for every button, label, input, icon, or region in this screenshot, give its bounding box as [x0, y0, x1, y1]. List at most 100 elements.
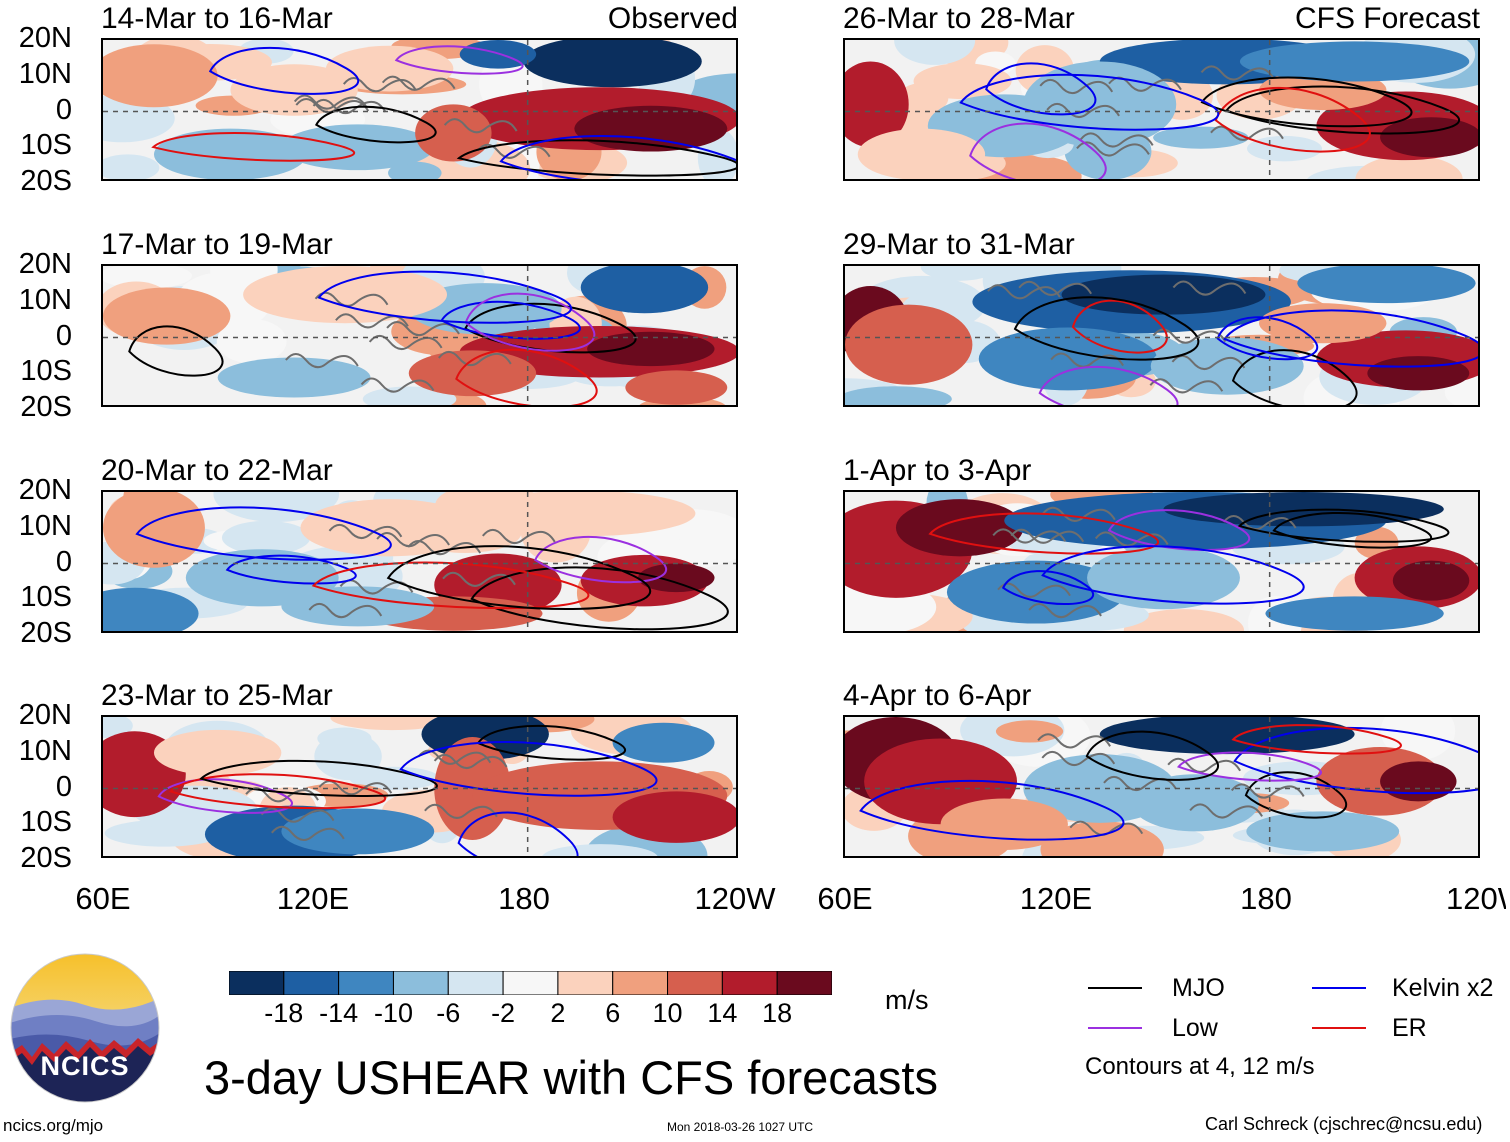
shear-anomaly: [415, 104, 492, 162]
panel-title: 29-Mar to 31-Mar: [843, 228, 1075, 261]
shear-anomaly: [523, 40, 702, 88]
shear-anomaly: [1380, 117, 1478, 158]
shear-patch: [216, 319, 287, 364]
colorbar-swatch: [557, 970, 614, 996]
shear-patch: [330, 717, 454, 731]
coastline: [260, 807, 335, 823]
y-tick-label: 0: [55, 771, 72, 803]
y-tick-label: 20S: [20, 391, 72, 423]
x-tick-left-120E: 120E: [276, 881, 350, 916]
mjo-contour: [1244, 771, 1348, 819]
coastline: [1018, 280, 1092, 296]
colorbar-label: -18: [264, 998, 304, 1028]
y-tick-label: 20S: [20, 165, 72, 197]
colorbar-swatch: [283, 970, 340, 996]
coastline: [318, 780, 393, 796]
timestamp: Mon 2018-03-26 1027 UTC: [667, 1120, 814, 1134]
shear-anomaly: [466, 492, 696, 537]
coastline: [1037, 733, 1111, 749]
mjo-contour: [1200, 76, 1413, 128]
y-tick-label: 20N: [18, 248, 72, 280]
shear-anomaly: [1061, 274, 1266, 315]
colorbar-swatch: [228, 970, 285, 996]
low-contour: [1038, 365, 1179, 405]
x-tick-left-180: 180: [498, 881, 550, 916]
coastline: [1010, 528, 1085, 544]
colorbar-label: 2: [550, 998, 566, 1028]
low-contour: [533, 535, 667, 584]
colorbar-label: 18: [762, 998, 793, 1028]
kelvin-contour: [1223, 309, 1478, 368]
coastline: [1094, 531, 1169, 547]
mjo-contour: [1272, 511, 1432, 549]
coastline: [997, 582, 1071, 598]
x-tick-right-120E: 120E: [1019, 881, 1093, 916]
shear-anomaly: [243, 266, 447, 324]
shear-anomaly: [217, 357, 371, 398]
coastline: [376, 531, 450, 548]
y-tick-label: 10N: [18, 284, 72, 316]
coastline: [987, 284, 1061, 300]
y-tick-label: 0: [55, 94, 72, 126]
shear-anomaly: [153, 729, 282, 776]
legend-swatch-er: [1312, 1027, 1366, 1029]
shear-anomaly: [1163, 492, 1444, 527]
map-panel-obs-4: [101, 715, 738, 858]
coastline: [992, 528, 1067, 544]
low-contour: [969, 122, 1107, 179]
units-label: m/s: [885, 985, 929, 1015]
kelvin-contour: [208, 46, 360, 95]
x-tick-left-120W: 120W: [694, 881, 776, 916]
colorbar-swatches: [228, 970, 833, 996]
y-tick-label: 10S: [20, 129, 72, 161]
x-tick-right-180: 180: [1240, 881, 1292, 916]
shear-anomaly: [1380, 761, 1457, 802]
coastline: [1172, 280, 1247, 296]
er-contour: [151, 132, 356, 162]
ushear-field: [103, 492, 736, 631]
kelvin-contour: [440, 300, 581, 340]
shear-patch: [213, 492, 340, 523]
er-contour: [455, 348, 598, 405]
shear-anomaly: [103, 287, 231, 345]
shear-anomaly: [940, 798, 1068, 850]
kelvin-contour: [399, 741, 658, 797]
mjo-contour: [456, 139, 736, 177]
colorbar-swatch: [392, 970, 449, 996]
kelvin-contour: [1001, 570, 1095, 606]
shear-anomaly: [978, 327, 1158, 391]
y-tick-label: 10N: [18, 510, 72, 542]
shear-anomaly: [230, 64, 358, 116]
colorbar-label: -6: [436, 998, 461, 1028]
colorbar-swatch: [776, 970, 833, 996]
legend-label-low: Low: [1172, 1014, 1218, 1042]
author-credit: Carl Schreck (cjschrec@ncsu.edu): [1205, 1114, 1483, 1134]
coastline: [271, 825, 345, 841]
y-tick-label: 20S: [20, 842, 72, 874]
er-contour: [928, 512, 1160, 555]
shear-patch: [314, 732, 382, 781]
shear-patch: [1153, 126, 1249, 149]
mjo-contour: [314, 105, 437, 144]
ushear-field: [103, 40, 736, 179]
coastline: [1189, 803, 1263, 819]
forecast-label: CFS Forecast: [1294, 2, 1480, 35]
colorbar-swatch: [447, 970, 504, 996]
legend-swatch-kelvin: [1312, 987, 1366, 989]
shear-anomaly: [1392, 560, 1470, 601]
coastline: [328, 523, 403, 540]
colorbar-label: -2: [491, 998, 516, 1028]
y-tick-label: 20N: [18, 474, 72, 506]
map-panel-obs-3: [101, 490, 738, 633]
coastline: [381, 75, 456, 91]
shear-anomaly: [625, 370, 728, 405]
ncics-logo-graphic: [10, 953, 160, 1103]
ushear-field: [103, 717, 736, 856]
shear-anomaly: [1246, 811, 1400, 852]
coastline: [442, 571, 516, 587]
colorbar-swatch: [667, 970, 723, 996]
shear-patch: [542, 844, 658, 856]
shear-anomaly: [1087, 546, 1240, 610]
er-contour: [1071, 299, 1168, 354]
kelvin-contour: [959, 73, 1220, 131]
